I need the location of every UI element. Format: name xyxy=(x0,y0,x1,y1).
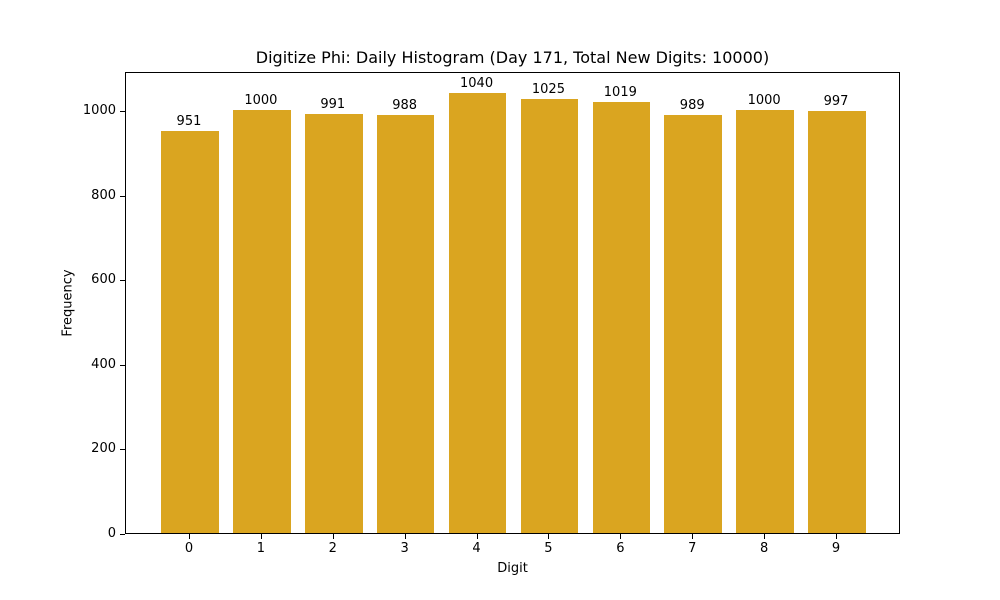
x-tick-label: 0 xyxy=(184,541,194,556)
bar-digit-3 xyxy=(376,115,435,533)
y-tick-label: 1000 xyxy=(82,102,116,118)
y-tick-label: 600 xyxy=(91,272,116,288)
x-tick-label: 2 xyxy=(328,541,337,556)
bar-value-label: 1025 xyxy=(531,82,565,98)
x-tick-mark xyxy=(836,534,838,539)
bar-value-label: 1000 xyxy=(747,92,781,108)
x-tick-label: 8 xyxy=(759,541,769,556)
x-tick-mark xyxy=(260,534,262,539)
x-tick-label: 4 xyxy=(472,541,481,556)
x-tick-label: 1 xyxy=(256,541,266,556)
x-tick-mark xyxy=(404,534,406,539)
y-tick-mark xyxy=(120,195,125,197)
x-tick-label: 6 xyxy=(616,541,625,556)
bar-digit-9 xyxy=(808,111,866,533)
x-tick-label: 3 xyxy=(400,541,409,556)
x-tick-mark xyxy=(188,534,190,539)
bar-digit-7 xyxy=(664,114,722,533)
x-axis-label: Digit xyxy=(497,561,528,576)
y-tick-mark xyxy=(120,534,125,535)
x-tick-mark xyxy=(332,534,334,539)
bar-value-label: 989 xyxy=(679,97,705,113)
bar-value-label: 997 xyxy=(823,94,849,110)
bar-digit-2 xyxy=(305,113,363,533)
bar-digit-6 xyxy=(592,101,651,533)
bar-value-label: 951 xyxy=(176,113,202,129)
y-tick-label: 800 xyxy=(91,187,116,203)
plot-area xyxy=(125,72,900,534)
bar-value-label: 1000 xyxy=(244,92,278,108)
bar-value-label: 991 xyxy=(320,96,346,112)
bar-digit-1 xyxy=(233,109,291,533)
x-tick-mark xyxy=(692,534,694,539)
y-tick-mark xyxy=(120,110,125,112)
y-tick-label: 400 xyxy=(91,356,116,372)
x-tick-label: 9 xyxy=(831,541,841,556)
y-tick-mark xyxy=(120,449,125,451)
bar-value-label: 988 xyxy=(392,98,418,113)
x-tick-label: 7 xyxy=(688,541,697,556)
x-tick-mark xyxy=(548,534,550,539)
y-tick-label: 0 xyxy=(107,526,116,541)
bar-digit-8 xyxy=(736,109,794,533)
bar-digit-4 xyxy=(448,93,507,533)
x-tick-mark xyxy=(764,534,766,539)
bar-value-label: 1019 xyxy=(603,84,637,100)
x-tick-mark xyxy=(476,534,478,539)
chart-title: Digitize Phi: Daily Histogram (Day 171, … xyxy=(255,48,770,67)
x-tick-label: 5 xyxy=(544,541,553,556)
bar-digit-5 xyxy=(520,99,579,533)
y-tick-mark xyxy=(120,280,125,282)
x-tick-mark xyxy=(620,534,622,539)
bar-digit-0 xyxy=(161,130,219,533)
y-tick-label: 200 xyxy=(91,441,116,457)
bar-value-label: 1040 xyxy=(460,76,494,91)
y-tick-mark xyxy=(120,364,125,366)
